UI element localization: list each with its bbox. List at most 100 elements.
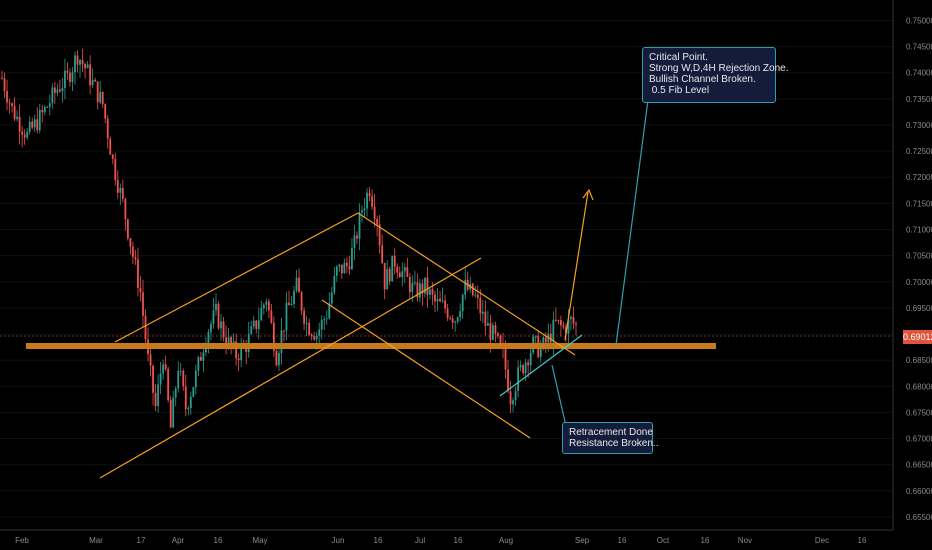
candle-body xyxy=(315,335,318,340)
channel-upper-line[interactable] xyxy=(114,212,359,343)
candle-body xyxy=(376,218,379,225)
callout-critical-point[interactable]: Critical Point. Strong W,D,4H Rejection … xyxy=(642,47,789,103)
candle-body xyxy=(132,246,134,257)
channel-lower-line[interactable] xyxy=(99,257,482,479)
candle-body xyxy=(16,116,19,120)
support-zone[interactable] xyxy=(26,343,716,349)
candle-body xyxy=(79,60,81,65)
candle-body xyxy=(509,391,512,405)
projection-arrow[interactable] xyxy=(564,191,589,341)
candle-body xyxy=(572,316,575,324)
candle-body xyxy=(139,287,142,293)
candle-body xyxy=(451,318,454,323)
candle-body xyxy=(446,308,449,318)
candle-body xyxy=(567,319,570,334)
candle-body xyxy=(527,362,530,366)
candle-body xyxy=(318,329,321,336)
candle-body xyxy=(522,365,525,374)
candle-body xyxy=(421,283,424,294)
candle-body xyxy=(499,335,502,344)
callout-retracement[interactable]: Retracement Done Resistance Broken.. xyxy=(562,422,659,454)
candle-body xyxy=(217,303,220,329)
candle-body xyxy=(247,333,250,352)
candle-body xyxy=(406,267,409,277)
candle-body xyxy=(121,187,124,199)
candle-body xyxy=(290,304,293,306)
candle-body xyxy=(348,266,351,270)
drawings xyxy=(99,99,649,479)
candle-body xyxy=(227,337,230,347)
candle-body xyxy=(305,322,308,324)
candle-body xyxy=(109,138,112,155)
candle-body xyxy=(386,268,389,290)
candle-body xyxy=(250,326,253,334)
candle-body xyxy=(351,247,353,270)
candle-body xyxy=(559,319,562,326)
candle-body xyxy=(371,196,373,207)
candle-body xyxy=(419,283,421,298)
candle-body xyxy=(38,109,41,131)
candle-body xyxy=(237,358,240,361)
candle-body xyxy=(6,91,8,103)
candle-body xyxy=(444,300,446,309)
callout-connector-top xyxy=(615,99,649,346)
candle-body xyxy=(494,325,497,334)
down-channel-lower-line[interactable] xyxy=(321,299,531,439)
candle-body xyxy=(361,210,363,213)
candle-body xyxy=(129,238,132,247)
candle-body xyxy=(562,325,565,328)
rally-trend-line[interactable] xyxy=(499,334,583,397)
candle-body xyxy=(323,319,326,321)
candle-body xyxy=(333,275,336,293)
time-tick-label: Oct xyxy=(657,536,670,545)
candle-body xyxy=(388,268,391,282)
time-tick-label: Jun xyxy=(332,536,345,545)
candle-body xyxy=(504,347,507,370)
candle-body xyxy=(162,364,165,374)
candle-body xyxy=(308,322,311,335)
candle-body xyxy=(439,298,441,302)
candle-body xyxy=(48,103,51,107)
candle-body xyxy=(182,370,185,387)
time-tick-label: 16 xyxy=(374,536,383,545)
candle-body xyxy=(187,408,190,410)
candle-body xyxy=(512,400,514,405)
candle-body xyxy=(464,279,467,295)
candle-body xyxy=(283,330,285,332)
candle-body xyxy=(288,302,290,306)
candle-body xyxy=(142,292,144,316)
candle-body xyxy=(396,266,399,273)
candle-body xyxy=(552,319,555,343)
candle-body xyxy=(373,206,376,219)
candle-body xyxy=(179,370,182,372)
time-tick-label: Aug xyxy=(499,536,513,545)
time-tick-label: May xyxy=(252,536,267,545)
candle-body xyxy=(56,89,59,93)
down-channel-upper-line[interactable] xyxy=(357,212,576,356)
candle-body xyxy=(519,365,522,368)
candle-body xyxy=(53,87,56,93)
candle-body xyxy=(28,121,31,132)
candle-body xyxy=(557,319,560,321)
candle-body xyxy=(335,266,338,276)
candle-body xyxy=(240,344,243,361)
candle-body xyxy=(33,119,36,128)
candle-body xyxy=(149,354,152,366)
candle-body xyxy=(346,262,348,267)
candle-body xyxy=(461,294,464,312)
candle-body xyxy=(517,367,519,391)
candle-body xyxy=(51,87,54,104)
candle-body xyxy=(295,277,298,291)
candle-body xyxy=(429,289,431,295)
candle-body xyxy=(257,320,260,329)
candle-body xyxy=(320,319,323,330)
candle-body xyxy=(441,300,444,302)
candle-body xyxy=(36,119,39,131)
candle-body xyxy=(363,208,366,211)
